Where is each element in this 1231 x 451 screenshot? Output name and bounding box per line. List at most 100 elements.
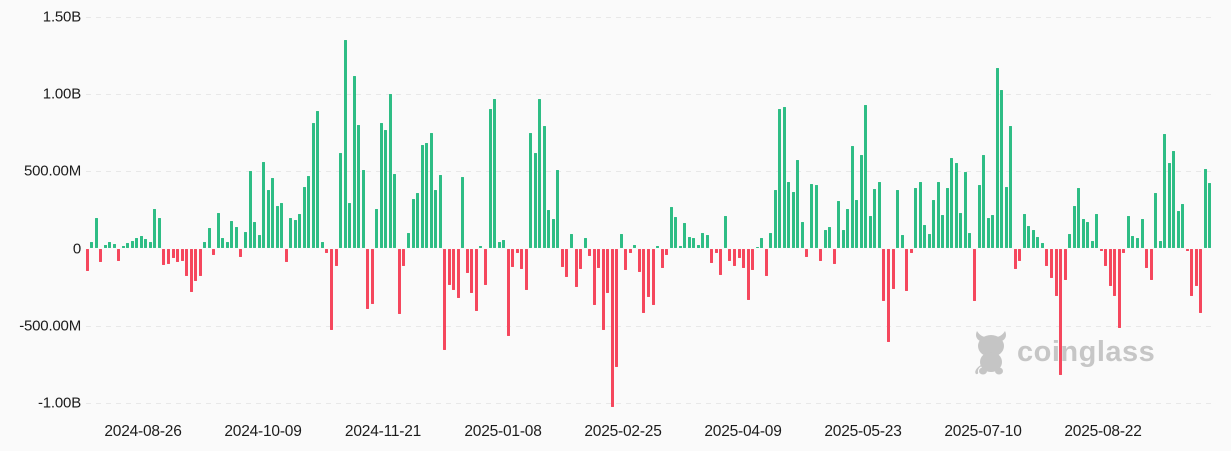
inflow-bar[interactable] (352, 76, 356, 249)
inflow-bar[interactable] (1004, 186, 1008, 249)
inflow-bar[interactable] (918, 181, 922, 249)
outflow-bar[interactable] (180, 248, 184, 261)
inflow-bar[interactable] (1022, 214, 1026, 249)
inflow-bar[interactable] (243, 232, 247, 249)
inflow-bar[interactable] (320, 242, 324, 249)
outflow-bar[interactable] (397, 248, 401, 314)
outflow-bar[interactable] (592, 248, 596, 306)
outflow-bar[interactable] (891, 248, 895, 290)
inflow-bar[interactable] (230, 221, 234, 249)
outflow-bar[interactable] (185, 248, 189, 276)
inflow-bar[interactable] (406, 232, 410, 249)
inflow-bar[interactable] (669, 207, 673, 249)
inflow-bar[interactable] (796, 160, 800, 249)
inflow-bar[interactable] (343, 39, 347, 249)
inflow-bar[interactable] (936, 181, 940, 249)
inflow-bar[interactable] (416, 192, 420, 249)
inflow-bar[interactable] (755, 246, 759, 249)
inflow-bar[interactable] (814, 185, 818, 249)
inflow-bar[interactable] (864, 105, 868, 249)
inflow-bar[interactable] (583, 238, 587, 249)
outflow-bar[interactable] (624, 248, 628, 271)
outflow-bar[interactable] (117, 248, 121, 261)
outflow-bar[interactable] (1054, 248, 1058, 297)
inflow-bar[interactable] (361, 169, 365, 249)
inflow-bar[interactable] (103, 245, 107, 249)
outflow-bar[interactable] (1122, 248, 1126, 253)
inflow-bar[interactable] (411, 199, 415, 249)
outflow-bar[interactable] (882, 248, 886, 301)
inflow-bar[interactable] (696, 245, 700, 249)
outflow-bar[interactable] (325, 248, 329, 254)
outflow-bar[interactable] (832, 248, 836, 265)
inflow-bar[interactable] (982, 155, 986, 249)
inflow-bar[interactable] (479, 246, 483, 249)
inflow-bar[interactable] (1154, 192, 1158, 249)
outflow-bar[interactable] (1108, 248, 1112, 287)
inflow-bar[interactable] (1208, 182, 1212, 249)
inflow-bar[interactable] (705, 234, 709, 249)
inflow-bar[interactable] (1163, 134, 1167, 249)
inflow-bar[interactable] (1167, 162, 1171, 249)
inflow-bar[interactable] (157, 217, 161, 249)
outflow-bar[interactable] (819, 248, 823, 262)
inflow-bar[interactable] (914, 188, 918, 249)
inflow-bar[interactable] (271, 177, 275, 249)
inflow-bar[interactable] (1086, 222, 1090, 249)
inflow-bar[interactable] (311, 122, 315, 249)
inflow-bar[interactable] (203, 241, 207, 249)
inflow-bar[interactable] (923, 224, 927, 249)
inflow-bar[interactable] (1172, 150, 1176, 249)
inflow-bar[interactable] (289, 217, 293, 249)
inflow-bar[interactable] (1095, 214, 1099, 249)
inflow-bar[interactable] (859, 155, 863, 249)
outflow-bar[interactable] (742, 248, 746, 269)
inflow-bar[interactable] (850, 146, 854, 249)
inflow-bar[interactable] (388, 94, 392, 249)
inflow-bar[interactable] (800, 221, 804, 249)
inflow-bar[interactable] (257, 234, 261, 249)
outflow-bar[interactable] (1059, 248, 1063, 375)
outflow-bar[interactable] (1063, 248, 1067, 280)
inflow-bar[interactable] (927, 233, 931, 249)
inflow-bar[interactable] (945, 188, 949, 249)
outflow-bar[interactable] (506, 248, 510, 337)
inflow-bar[interactable] (1000, 90, 1004, 249)
inflow-bar[interactable] (868, 216, 872, 249)
inflow-bar[interactable] (846, 209, 850, 249)
outflow-bar[interactable] (746, 248, 750, 300)
inflow-bar[interactable] (551, 218, 555, 249)
inflow-bar[interactable] (841, 229, 845, 249)
outflow-bar[interactable] (886, 248, 890, 343)
inflow-bar[interactable] (384, 129, 388, 249)
outflow-bar[interactable] (651, 248, 655, 306)
outflow-bar[interactable] (764, 248, 768, 277)
inflow-bar[interactable] (379, 123, 383, 249)
inflow-bar[interactable] (959, 213, 963, 249)
inflow-bar[interactable] (692, 238, 696, 249)
inflow-bar[interactable] (791, 191, 795, 249)
inflow-bar[interactable] (828, 226, 832, 249)
outflow-bar[interactable] (615, 248, 619, 367)
inflow-bar[interactable] (723, 216, 727, 249)
inflow-bar[interactable] (302, 187, 306, 249)
inflow-bar[interactable] (778, 108, 782, 249)
inflow-bar[interactable] (153, 209, 157, 249)
inflow-bar[interactable] (1068, 234, 1072, 249)
outflow-bar[interactable] (334, 248, 338, 266)
outflow-bar[interactable] (1117, 248, 1121, 328)
inflow-bar[interactable] (275, 206, 279, 249)
inflow-bar[interactable] (837, 200, 841, 249)
inflow-bar[interactable] (293, 219, 297, 249)
outflow-bar[interactable] (284, 248, 288, 263)
inflow-bar[interactable] (280, 202, 284, 249)
inflow-bar[interactable] (855, 199, 859, 249)
outflow-bar[interactable] (239, 248, 243, 257)
outflow-bar[interactable] (565, 248, 569, 277)
outflow-bar[interactable] (520, 248, 524, 270)
inflow-bar[interactable] (135, 238, 139, 249)
inflow-bar[interactable] (687, 236, 691, 249)
inflow-bar[interactable] (556, 169, 560, 249)
inflow-bar[interactable] (90, 242, 94, 249)
outflow-bar[interactable] (1099, 248, 1103, 252)
